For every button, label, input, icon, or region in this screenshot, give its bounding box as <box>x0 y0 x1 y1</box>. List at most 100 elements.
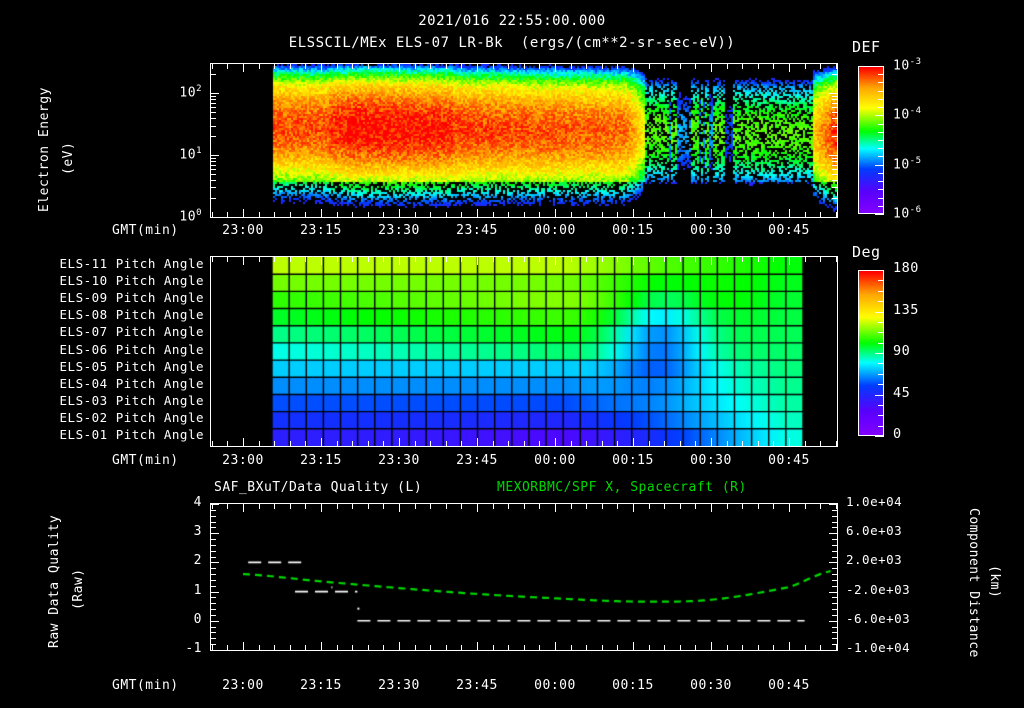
deg-colorbar-label: 90 <box>893 343 911 359</box>
axis-tick <box>570 257 572 262</box>
deg-colorbar-tick <box>875 353 884 354</box>
axis-tick <box>789 504 790 512</box>
axis-tick <box>211 74 216 76</box>
axis-tick <box>367 441 369 446</box>
panel3-ylabel-left: Raw Data Quality <box>47 514 62 648</box>
axis-tick <box>523 64 525 69</box>
panel2-xtick-label: 23:45 <box>456 453 498 468</box>
axis-tick <box>820 441 822 446</box>
axis-tick <box>773 645 775 650</box>
axis-tick <box>492 504 494 509</box>
axis-tick <box>399 642 400 650</box>
deg-colorbar-tick <box>878 373 884 375</box>
axis-tick <box>570 504 572 509</box>
line-plot-traces <box>211 504 837 650</box>
axis-tick <box>211 155 219 157</box>
axis-tick <box>523 504 525 509</box>
axis-tick <box>508 441 510 446</box>
axis-tick <box>829 504 837 505</box>
axis-tick <box>211 117 216 119</box>
axis-tick <box>757 257 759 262</box>
axis-tick <box>211 161 216 163</box>
page-title: 2021/016 22:55:00.000 <box>418 13 606 29</box>
pitch-angle-row-label: ELS-02 Pitch Angle <box>59 410 204 426</box>
axis-tick <box>492 645 494 650</box>
deg-colorbar-tick <box>875 394 884 396</box>
panel3-ylabel-right: Component Distance <box>966 508 981 658</box>
axis-tick <box>211 591 219 593</box>
axis-tick <box>586 257 588 262</box>
def-colorbar-label: 10-5 <box>893 155 922 172</box>
axis-tick <box>679 64 681 69</box>
axis-tick <box>832 626 837 628</box>
axis-tick <box>664 645 666 650</box>
axis-tick <box>832 574 837 576</box>
panel1-xtick-label: 23:00 <box>222 223 264 238</box>
axis-tick <box>477 209 478 217</box>
axis-tick <box>695 504 697 509</box>
axis-tick <box>477 438 478 446</box>
axis-tick <box>695 441 697 446</box>
axis-tick <box>832 638 837 640</box>
axis-tick <box>633 257 634 265</box>
axis-tick <box>289 212 291 217</box>
axis-tick <box>664 64 666 69</box>
axis-tick <box>832 579 837 581</box>
panel1-xtick-label: 00:30 <box>690 223 732 238</box>
panel2-xtick-label: 00:30 <box>690 453 732 468</box>
axis-tick <box>352 212 354 217</box>
axis-tick <box>601 441 603 446</box>
axis-tick <box>211 574 216 576</box>
axis-tick <box>829 591 837 593</box>
pitch-angle-row-label: ELS-01 Pitch Angle <box>59 427 204 443</box>
axis-tick <box>832 117 837 119</box>
axis-tick <box>430 64 432 69</box>
axis-tick <box>508 64 510 69</box>
axis-tick <box>336 645 338 650</box>
panel2-xtick-label: 00:45 <box>768 453 810 468</box>
axis-tick <box>274 212 276 217</box>
def-colorbar-tick <box>878 172 884 174</box>
axis-tick <box>832 157 837 159</box>
axis-tick <box>461 504 463 509</box>
panel1-ylabel: Electron Energy <box>37 87 52 212</box>
def-colorbar-tick <box>875 164 884 166</box>
axis-tick <box>211 638 216 640</box>
axis-tick <box>414 64 416 69</box>
axis-tick <box>835 64 837 69</box>
axis-tick <box>211 217 219 218</box>
axis-tick <box>832 74 837 76</box>
axis-tick <box>414 212 416 217</box>
axis-tick <box>773 64 775 69</box>
axis-tick <box>243 438 244 446</box>
axis-tick <box>832 168 837 170</box>
axis-tick <box>789 257 790 265</box>
axis-tick <box>820 504 822 509</box>
axis-tick <box>539 257 541 262</box>
panel3-ytick-right-label: 6.0e+03 <box>846 523 903 539</box>
axis-tick <box>679 645 681 650</box>
axis-tick <box>492 441 494 446</box>
axis-tick <box>539 645 541 650</box>
axis-tick <box>829 650 837 651</box>
axis-tick <box>211 579 216 581</box>
axis-tick <box>414 645 416 650</box>
def-colorbar-tick <box>878 148 884 150</box>
axis-tick <box>523 257 525 262</box>
axis-tick <box>832 173 837 175</box>
deg-colorbar-title: Deg <box>852 243 881 261</box>
axis-tick <box>633 64 634 72</box>
panel1-ytick-label: 101 <box>179 146 202 163</box>
axis-tick <box>477 504 478 512</box>
axis-tick <box>211 504 213 509</box>
axis-tick <box>367 212 369 217</box>
pitch-angle-row-label: ELS-09 Pitch Angle <box>59 289 204 305</box>
panel2-xtick-label: 23:00 <box>222 453 264 468</box>
axis-tick <box>274 645 276 650</box>
axis-tick <box>832 125 837 127</box>
panel1-xtick-label: 23:30 <box>378 223 420 238</box>
axis-tick <box>820 645 822 650</box>
axis-tick <box>633 642 634 650</box>
axis-tick <box>679 257 681 262</box>
axis-tick <box>461 645 463 650</box>
